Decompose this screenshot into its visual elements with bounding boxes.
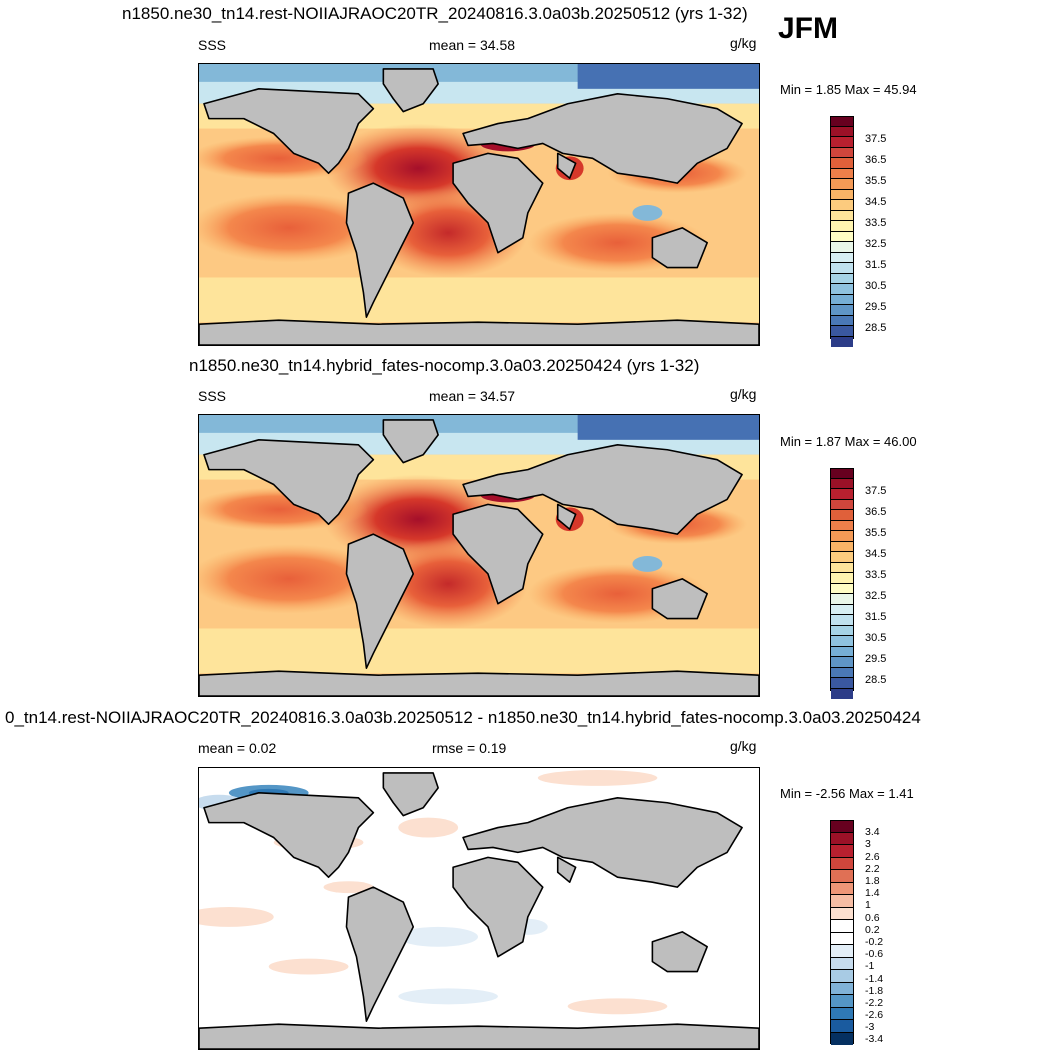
- panel1-colorbar: [830, 116, 854, 347]
- panel3-tick: 3: [865, 838, 871, 850]
- panel3-tick: 2.6: [865, 851, 880, 863]
- panel3-tick: -2.2: [865, 997, 884, 1009]
- panel3-tick: 1: [865, 899, 871, 911]
- panel2-variable-label: SSS: [198, 388, 227, 404]
- panel1-tick: 37.5: [865, 133, 887, 145]
- panel2-tick: 29.5: [865, 653, 887, 665]
- panel3-tick: -3: [865, 1021, 875, 1033]
- panel3-tick: 2.2: [865, 863, 880, 875]
- panel1-mean-label: mean = 34.58: [429, 37, 516, 53]
- panel2-tick: 33.5: [865, 569, 887, 581]
- panel3-tick: -1.8: [865, 985, 884, 997]
- season-label: JFM: [778, 12, 838, 45]
- panel3-colorbar: [830, 820, 854, 1045]
- panel1-units-label: g/kg: [730, 35, 757, 51]
- panel2-tick: 34.5: [865, 548, 887, 560]
- panel3-tick: -1: [865, 960, 875, 972]
- panel3-tick: 0.6: [865, 912, 880, 924]
- panel3-tick: -1.4: [865, 973, 884, 985]
- panel3-tick: -0.2: [865, 936, 884, 948]
- panel1-tick: 28.5: [865, 322, 887, 334]
- panel1-tick: 32.5: [865, 238, 887, 250]
- panel2-mean-label: mean = 34.57: [429, 388, 516, 404]
- panel1-variable-label: SSS: [198, 37, 227, 53]
- panel3-tick: 1.8: [865, 875, 880, 887]
- panel2-tick: 30.5: [865, 632, 887, 644]
- panel1-tick: 33.5: [865, 217, 887, 229]
- panel1-tick: 29.5: [865, 301, 887, 313]
- panel3-rmse-label: rmse = 0.19: [432, 740, 507, 756]
- panel3-minmax-label: Min = -2.56 Max = 1.41: [780, 786, 914, 801]
- panel2-colorbar: [830, 468, 854, 699]
- panel1-tick: 34.5: [865, 196, 887, 208]
- panel3-map: [198, 767, 760, 1050]
- panel1-tick: 31.5: [865, 259, 887, 271]
- panel2-units-label: g/kg: [730, 386, 757, 402]
- panel2-minmax-label: Min = 1.87 Max = 46.00: [780, 434, 917, 449]
- panel1-tick: 30.5: [865, 280, 887, 292]
- panel2-title: n1850.ne30_tn14.hybrid_fates-nocomp.3.0a…: [189, 356, 700, 375]
- panel3-tick: -0.6: [865, 948, 884, 960]
- panel2-tick: 32.5: [865, 590, 887, 602]
- panel3-units-label: g/kg: [730, 738, 757, 754]
- panel1-tick: 36.5: [865, 154, 887, 166]
- panel2-map: [198, 414, 760, 697]
- panel3-tick: -3.4: [865, 1033, 884, 1045]
- panel2-tick: 36.5: [865, 506, 887, 518]
- panel3-title: 0_tn14.rest-NOIIAJRAOC20TR_20240816.3.0a…: [5, 708, 921, 727]
- panel3-tick: -2.6: [865, 1009, 884, 1021]
- panel3-mean-label: mean = 0.02: [198, 740, 277, 756]
- panel2-tick: 28.5: [865, 674, 887, 686]
- panel2-tick: 35.5: [865, 527, 887, 539]
- panel3-tick: 0.2: [865, 924, 880, 936]
- panel1-title: n1850.ne30_tn14.rest-NOIIAJRAOC20TR_2024…: [122, 4, 748, 23]
- panel3-tick: 1.4: [865, 887, 880, 899]
- panel3-tick: 3.4: [865, 826, 880, 838]
- panel2-tick: 31.5: [865, 611, 887, 623]
- panel1-map: [198, 63, 760, 346]
- panel1-tick: 35.5: [865, 175, 887, 187]
- panel2-tick: 37.5: [865, 485, 887, 497]
- panel1-minmax-label: Min = 1.85 Max = 45.94: [780, 82, 917, 97]
